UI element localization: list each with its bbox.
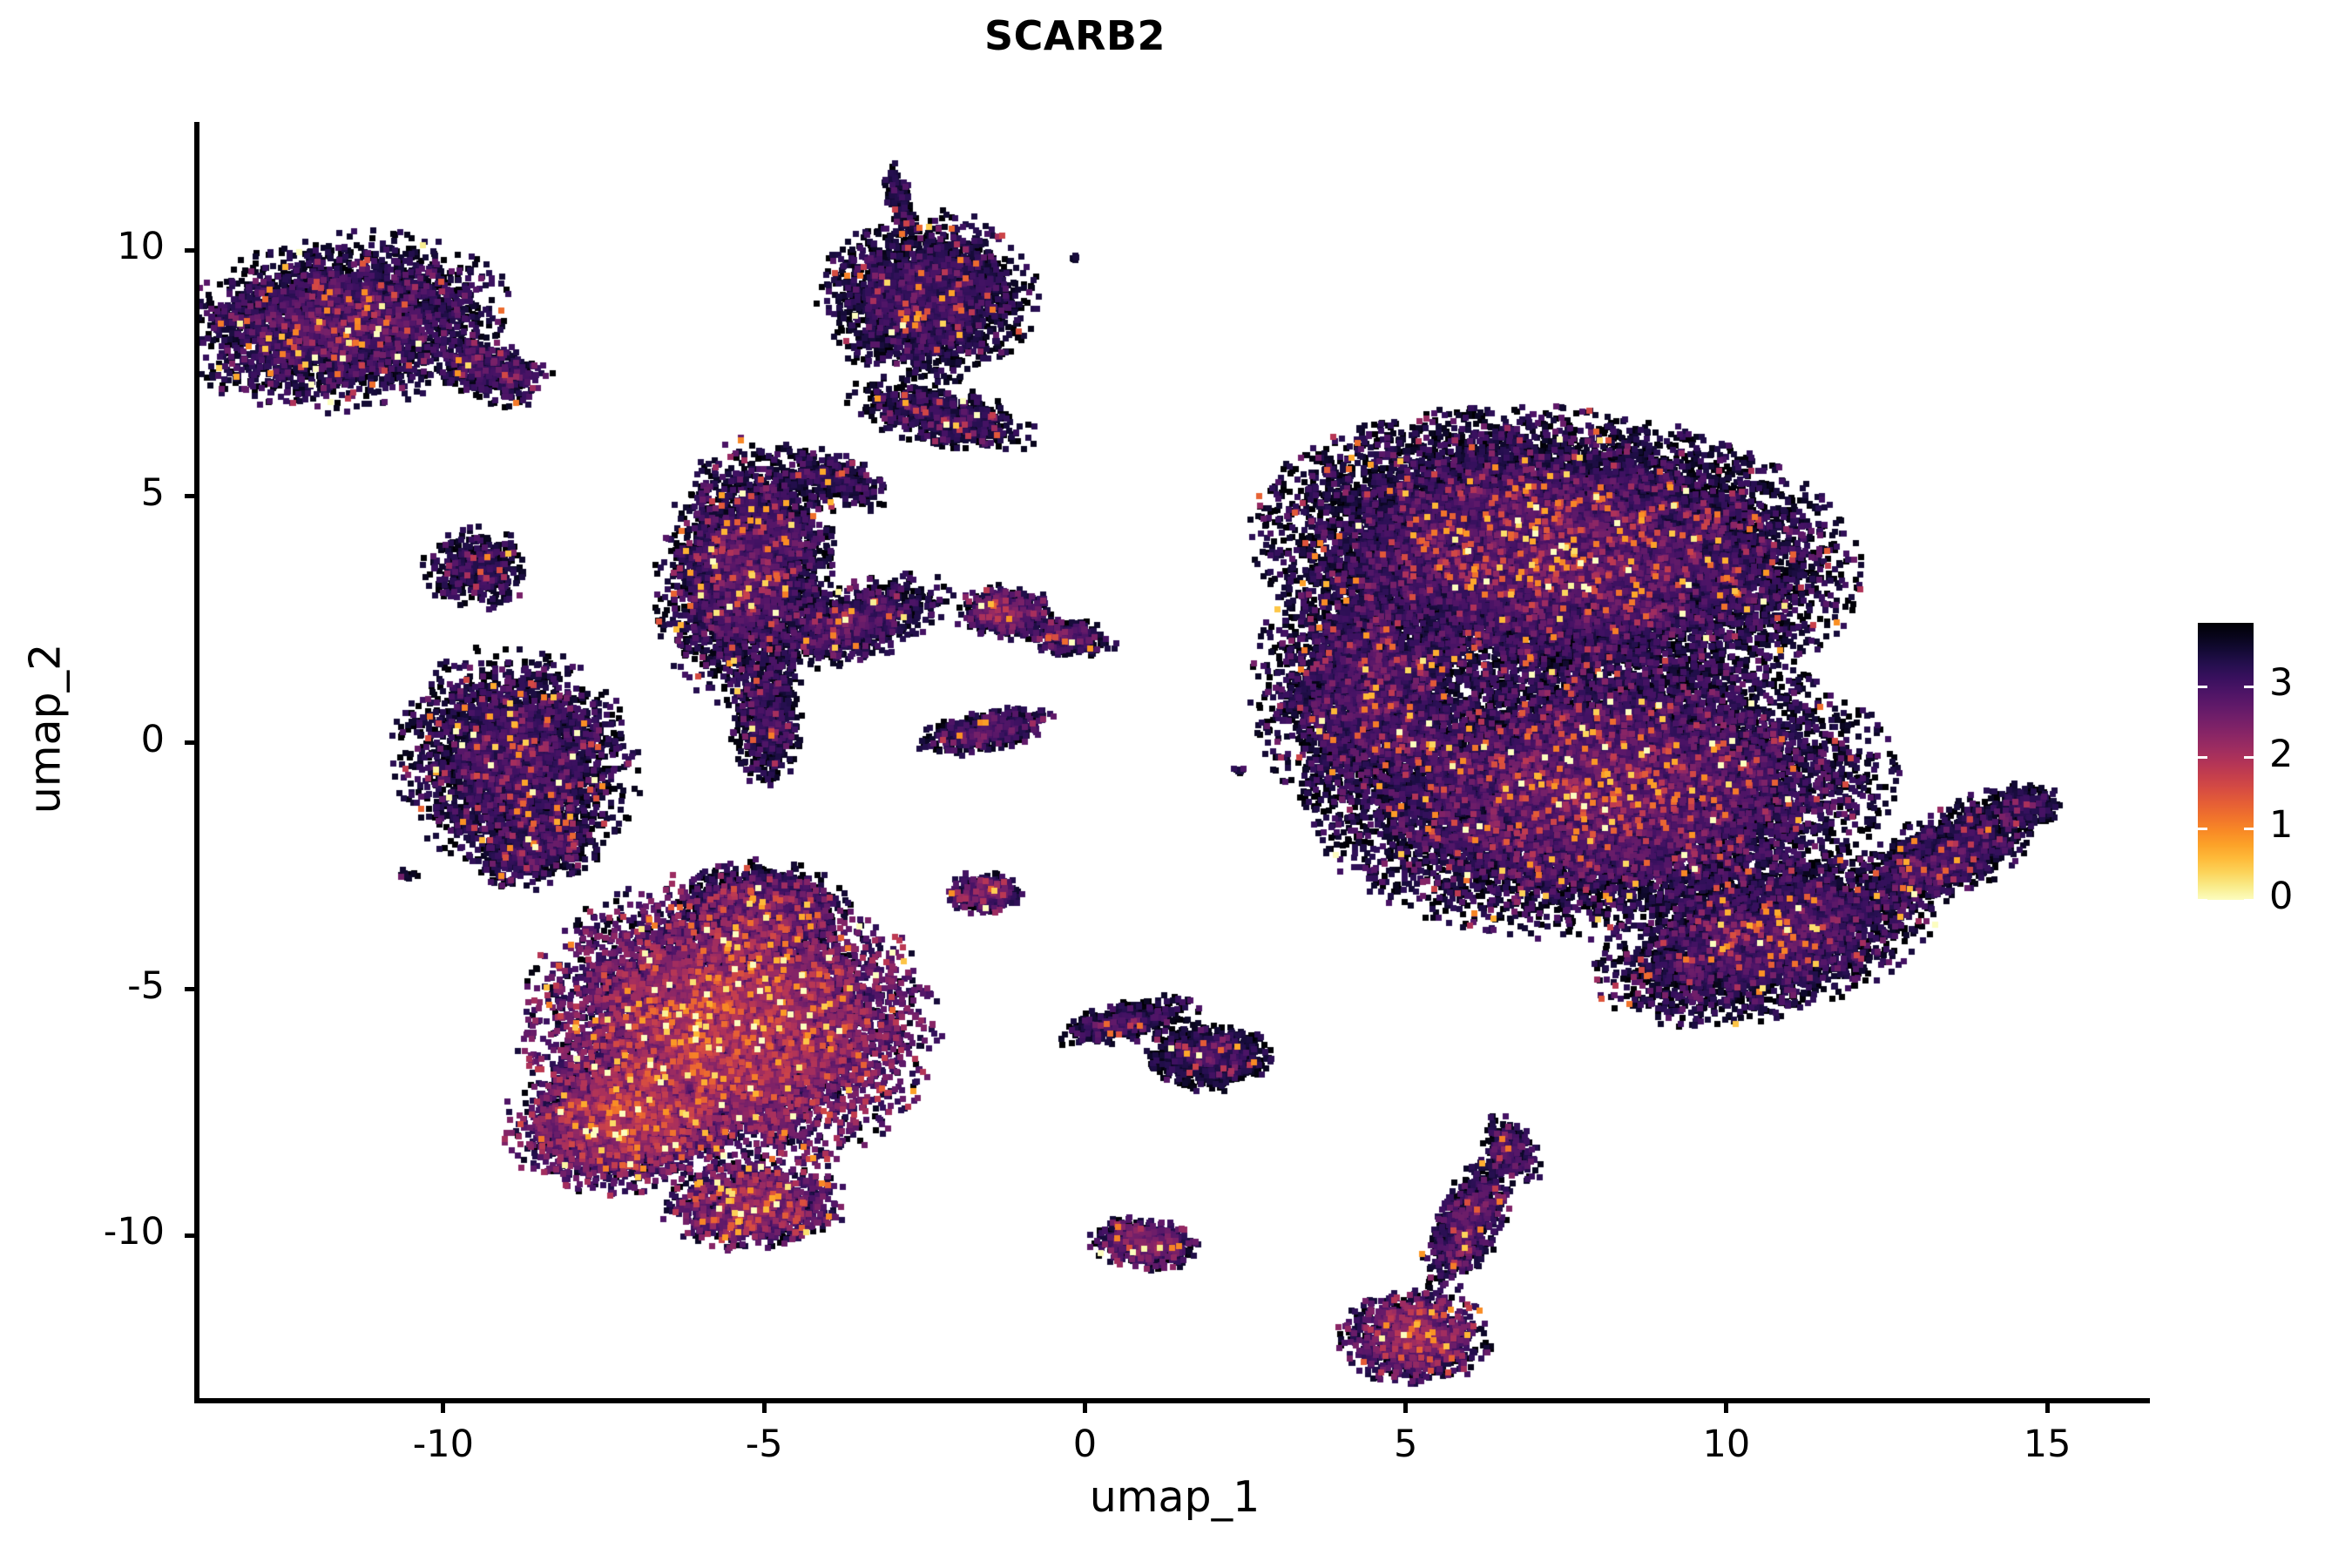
x-tick-label: -10	[412, 1423, 474, 1466]
y-tick-mark	[185, 494, 199, 499]
x-tick-mark	[761, 1398, 767, 1413]
x-tick-mark	[1724, 1398, 1729, 1413]
colorbar-tick-mark	[2244, 756, 2254, 760]
colorbar-tick-label: 1	[2269, 803, 2294, 848]
x-tick-mark	[1082, 1398, 1087, 1413]
colorbar-gradient	[2198, 623, 2254, 900]
colorbar	[2198, 623, 2254, 900]
colorbar-tick-label: 3	[2269, 661, 2294, 706]
umap-scatter-canvas	[199, 122, 2150, 1398]
y-tick-label: 0	[140, 717, 165, 761]
y-axis-spine	[194, 122, 199, 1403]
x-tick-mark	[441, 1398, 446, 1413]
y-tick-mark	[185, 1233, 199, 1238]
colorbar-tick-label: 0	[2269, 875, 2294, 918]
y-tick-label: -5	[127, 963, 165, 1008]
x-tick-label: 10	[1702, 1423, 1751, 1466]
x-tick-label: 15	[2023, 1423, 2072, 1466]
x-axis-label: umap_1	[1089, 1472, 1260, 1522]
x-tick-mark	[1403, 1398, 1409, 1413]
colorbar-tick-mark	[2244, 898, 2254, 902]
plot-area	[199, 122, 2150, 1398]
colorbar-tick-mark	[2198, 685, 2207, 688]
colorbar-tick-mark	[2198, 756, 2207, 760]
page-title: SCARB2	[984, 12, 1166, 59]
colorbar-tick-mark	[2244, 685, 2254, 688]
colorbar-tick-mark	[2244, 827, 2254, 830]
colorbar-tick-mark	[2198, 827, 2207, 830]
x-tick-label: 0	[1072, 1423, 1098, 1466]
x-axis-spine	[194, 1398, 2150, 1403]
colorbar-tick-label: 2	[2269, 732, 2294, 776]
y-tick-label: 10	[117, 225, 165, 269]
y-tick-label: -10	[103, 1210, 165, 1254]
x-tick-mark	[2044, 1398, 2050, 1413]
y-axis-label: umap_2	[20, 643, 71, 814]
y-tick-mark	[185, 740, 199, 746]
y-tick-mark	[185, 987, 199, 992]
x-tick-label: -5	[745, 1423, 783, 1466]
x-tick-label: 5	[1393, 1423, 1418, 1466]
y-tick-mark	[185, 247, 199, 253]
colorbar-tick-mark	[2198, 898, 2207, 902]
y-tick-label: 5	[140, 470, 165, 515]
